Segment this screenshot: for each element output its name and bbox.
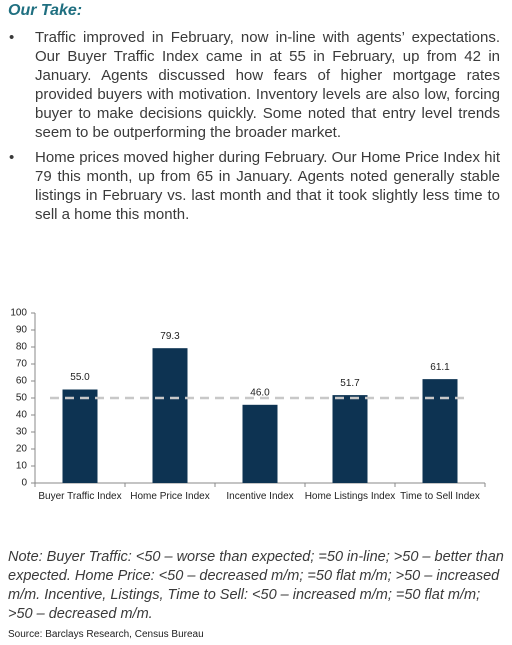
value-label: 55.0	[70, 372, 90, 383]
bullet-list: Traffic improved in February, now in-lin…	[0, 28, 500, 230]
value-label: 79.3	[160, 331, 180, 342]
y-tick-label: 30	[16, 427, 28, 438]
bar	[242, 404, 278, 483]
x-tick-label: Time to Sell Index	[400, 491, 480, 502]
bar	[332, 395, 368, 483]
y-tick-label: 20	[16, 444, 28, 455]
value-label: 46.0	[250, 387, 270, 398]
y-tick-label: 0	[21, 478, 27, 489]
bar	[422, 379, 458, 483]
y-tick-label: 90	[16, 325, 28, 336]
y-tick-label: 50	[16, 393, 28, 404]
y-tick-label: 70	[16, 359, 28, 370]
y-tick-label: 60	[16, 376, 28, 387]
note: Note: Buyer Traffic: <50 – worse than ex…	[8, 549, 504, 622]
bullet: Home prices moved higher during February…	[0, 148, 500, 224]
y-tick-label: 80	[16, 342, 28, 353]
x-tick-label: Buyer Traffic Index	[38, 491, 122, 502]
x-tick-label: Incentive Index	[226, 491, 294, 502]
y-tick-label: 100	[10, 308, 27, 319]
y-tick-label: 10	[16, 461, 28, 472]
source: Source: Barclays Research, Census Bureau	[8, 629, 204, 640]
bar	[152, 348, 188, 483]
x-tick-label: Home Listings Index	[304, 491, 396, 502]
value-label: 51.7	[340, 378, 360, 389]
bullet: Traffic improved in February, now in-lin…	[0, 28, 500, 142]
bar	[62, 389, 98, 483]
section-title: Our Take:	[8, 2, 83, 19]
chart: 0 10 20 30 40 50 60 70 80 90 100 55.0 79.3 46.0 51.7 61…	[0, 300, 512, 530]
x-tick-label: Home Price Index	[130, 491, 210, 502]
y-tick-label: 40	[16, 410, 28, 421]
chart-svg: 0 10 20 30 40 50 60 70 80 90 100 55.0 79.3 46.0 51.7 61…	[10, 308, 486, 489]
value-label: 61.1	[430, 362, 450, 373]
